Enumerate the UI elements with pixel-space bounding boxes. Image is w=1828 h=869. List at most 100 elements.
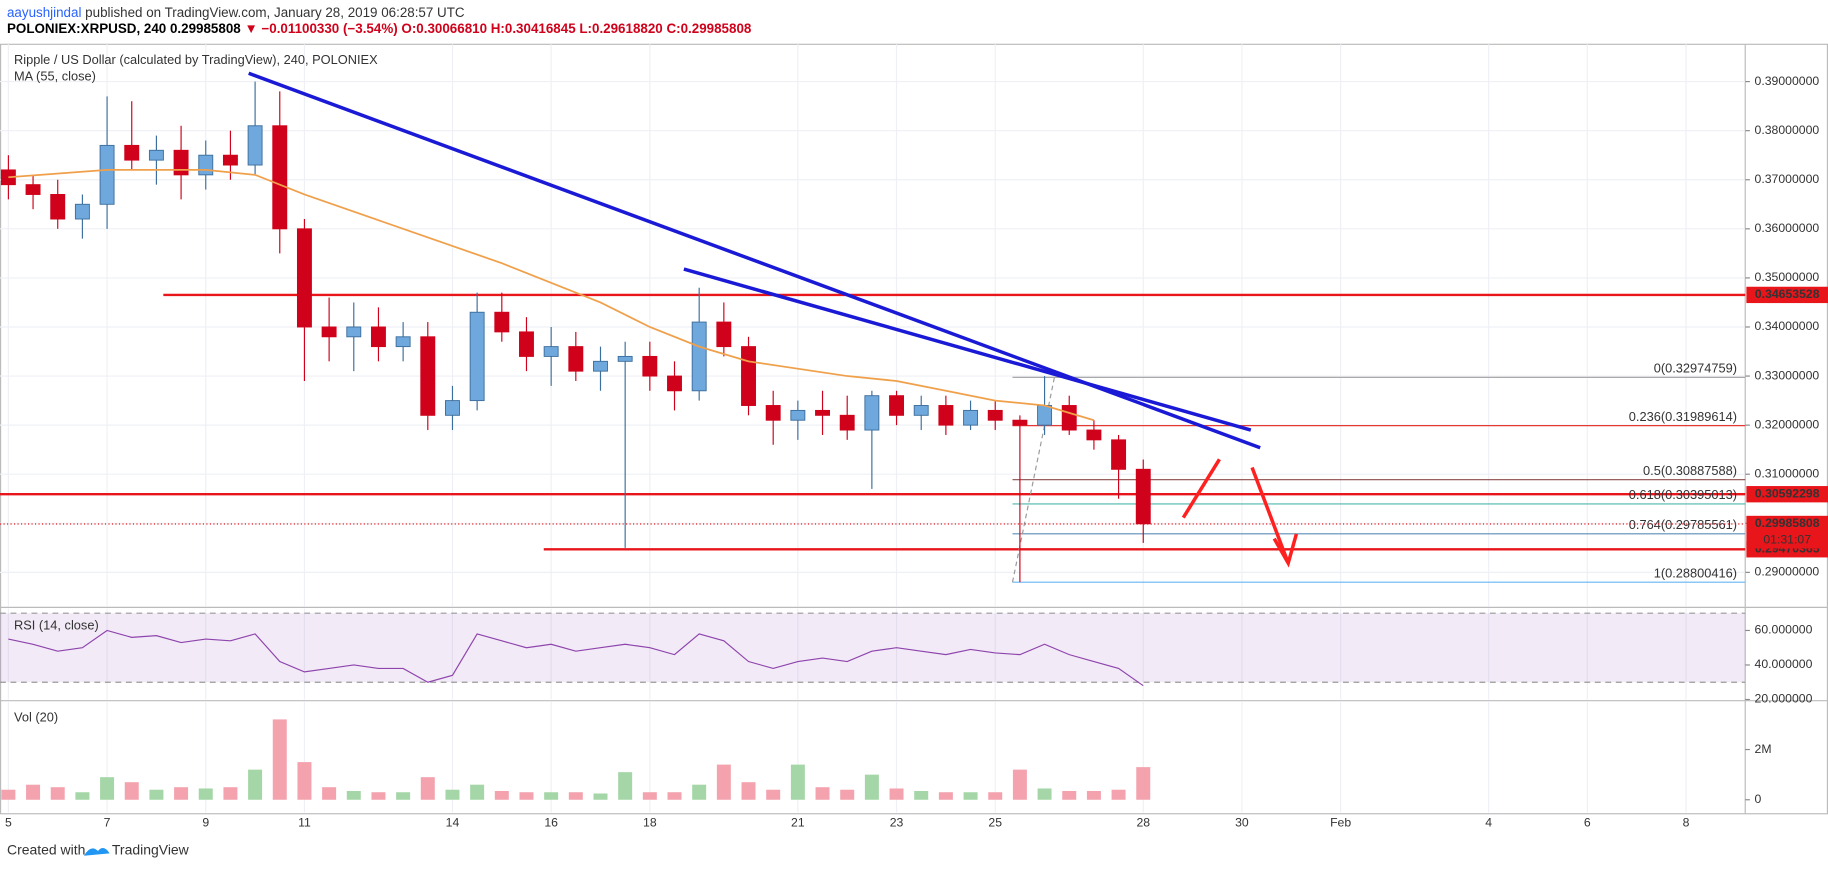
x-tick-label: 25 [988,815,1002,829]
symbol-line: POLONIEX:XRPUSD, 240 0.29985808 ▼ −0.011… [7,21,752,36]
y-tick-label: 0 [1755,792,1762,806]
volume-bar [864,774,879,800]
y-tick-label: 40.000000 [1755,657,1813,671]
volume-bar [889,788,904,800]
candle-body [173,149,189,176]
y-tick-label: 0.34000000 [1755,319,1820,333]
price-tag-label: 0.34653528 [1755,287,1820,301]
candle-body [568,346,584,372]
arrow-down [1250,466,1299,568]
y-tick-label: 0.31000000 [1755,466,1820,480]
chart-title: Ripple / US Dollar (calculated by Tradin… [14,52,378,67]
price-tag [1746,486,1828,503]
volume-bar [198,788,213,800]
volume-bar [938,792,953,800]
x-tick-label: 9 [202,815,209,829]
candle-body [25,184,41,195]
candle-body [1111,439,1127,470]
x-tick-label: Feb [1330,815,1351,829]
candle-body [1012,419,1028,426]
candle-body [1086,429,1102,441]
candle-body [519,331,534,357]
candle-body [543,346,559,357]
candle-body [815,409,830,416]
y-tick-label: 0.29000000 [1755,565,1820,579]
price-tag [1746,286,1828,304]
x-tick-label: 14 [446,815,460,829]
rsi-title: RSI (14, close) [14,617,99,632]
candle-body [420,336,436,416]
candle-body [395,336,411,348]
y-tick-label: 0.36000000 [1755,221,1820,235]
candle-body [691,321,707,392]
volume-bar [692,784,707,800]
arrow-up [1181,458,1221,519]
volume-bar [322,787,337,800]
candle-body [494,311,510,333]
volume-bar [963,792,978,800]
volume-bar [50,787,65,800]
trendline [683,267,1252,432]
y-tick-label: 0.32000000 [1755,417,1820,431]
y-tick-label: 0.38000000 [1755,123,1820,137]
volume-bar [494,790,509,800]
candle-body [148,149,164,161]
candle-body [963,409,979,426]
volume-bar [272,719,287,800]
moving-average [8,169,1095,422]
volume-bar [716,764,731,800]
x-tick-label: 23 [890,815,904,829]
candle-body [987,409,1003,421]
volume-bar [223,787,238,800]
volume-bar [1012,769,1027,800]
volume-bar [914,790,929,800]
rsi-band [0,613,1746,683]
published: published on TradingView.com, January 28… [85,4,465,19]
x-tick-label: 8 [1683,815,1690,829]
volume-bar [766,789,781,800]
last-price-label: 0.29985808 [1755,516,1820,530]
volume-bar [593,793,608,800]
last-price-tag [1746,515,1828,549]
x-tick-label: 16 [544,815,558,829]
candle-body [765,405,781,421]
price-tag-label: 0.30592298 [1755,486,1820,500]
x-tick-label: 6 [1584,815,1591,829]
volume-bar [1,789,16,800]
x-tick-label: 5 [5,815,12,829]
y-tick-label: 20.000000 [1755,692,1813,706]
volume-bar [470,784,485,800]
candle-body [346,326,362,338]
candle-body [617,355,633,362]
rsi-line [8,629,1144,687]
footer-brand[interactable]: TradingView [112,842,190,858]
volume-bar [371,792,386,800]
volume-bar [815,787,830,800]
vol-title: Vol (20) [14,710,58,725]
footer-created: Created with [7,842,85,858]
volume-bar [790,764,805,800]
volume-bar [100,777,115,800]
volume-bar [396,792,411,800]
candle-body [889,395,905,416]
volume-bar [445,789,460,800]
y-tick-label: 0.37000000 [1755,172,1820,186]
countdown: 01:31:07 [1763,533,1811,547]
candle-body [247,125,263,166]
plot: 5 7 9 11 14 16 18 21 23 25 28 30 Feb 4 6 8 0.29000000 0.3… [0,44,1828,829]
candle-body [593,360,608,372]
volume-bar [519,792,534,800]
volume-bar [642,792,657,800]
y-tick-label: 60.000000 [1755,623,1813,637]
volume-bar [544,792,559,800]
volume-bar [174,787,189,800]
change: ▼ −0.01100330 (−3.54%) [244,21,397,36]
candle-body [74,203,90,220]
fib-label: 1(0.28800416) [1654,565,1737,580]
candle-body [469,311,485,402]
candle-body [790,409,806,421]
fib-label: 0.236(0.31989614) [1629,409,1737,424]
author[interactable]: aayushjindal [7,4,81,19]
